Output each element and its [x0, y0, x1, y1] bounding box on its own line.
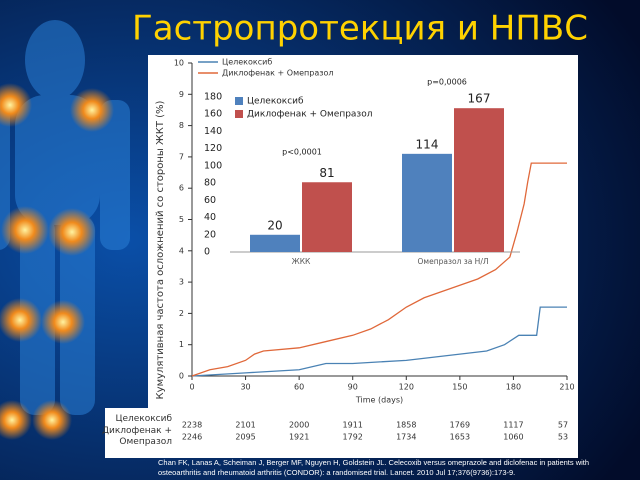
- risk-value: 53: [558, 433, 568, 442]
- series-line: [191, 306, 567, 377]
- risk-value: 2095: [235, 433, 255, 442]
- inset-category-label: Омепразол за Н/Л: [418, 257, 489, 266]
- inset-legend-swatch: [235, 110, 243, 118]
- bar-value-label: 114: [416, 137, 439, 151]
- risk-value: 2000: [289, 421, 309, 430]
- risk-row-label: Диклофенак + Омепразол: [101, 426, 172, 447]
- inset-legend-label: Целекоксиб: [247, 97, 304, 107]
- inset-y-tick-label: 0: [204, 247, 210, 258]
- risk-value: 1858: [396, 421, 416, 430]
- y-tick-label: 2: [179, 309, 184, 318]
- x-tick-label: 180: [506, 383, 521, 392]
- y-tick-label: 3: [179, 278, 184, 287]
- slide-title: Гастропротекция и НПВС: [132, 9, 588, 49]
- risk-row-label: Целекоксиб: [115, 414, 172, 424]
- inset-y-tick-label: 120: [204, 143, 222, 154]
- inset-y-tick-label: 160: [204, 109, 222, 120]
- y-tick-label: 1: [179, 340, 184, 349]
- joint-glows: [0, 83, 114, 440]
- bar-value-label: 167: [468, 92, 491, 106]
- chart-panel: [148, 55, 578, 458]
- inset-y-tick-label: 140: [204, 126, 222, 137]
- risk-value: 1060: [503, 433, 523, 442]
- legend-label: Диклофенак + Омепразол: [222, 69, 334, 78]
- y-tick-label: 0: [179, 372, 184, 381]
- y-axis-label: Кумулятивная частота осложнений со сторо…: [155, 100, 166, 399]
- inset-y-tick-label: 180: [204, 92, 222, 103]
- legend-label: Целекоксиб: [222, 58, 272, 67]
- bar-value-label: 20: [267, 218, 282, 232]
- risk-value: 1734: [396, 433, 416, 442]
- risk-value: 1911: [343, 421, 363, 430]
- risk-value: 57: [558, 421, 568, 430]
- y-tick-label: 4: [179, 246, 184, 255]
- y-tick-label: 5: [179, 215, 184, 224]
- table-panel: [105, 408, 150, 458]
- risk-value: 1117: [503, 421, 523, 430]
- series-line: [191, 162, 567, 377]
- x-axis-label: Time (days): [355, 396, 403, 405]
- y-tick-label: 7: [179, 152, 184, 161]
- x-tick-label: 210: [559, 383, 574, 392]
- inset-category-label: ЖКК: [292, 257, 311, 266]
- citation: Chan FK, Lanas A, Scheiman J, Berger MF,…: [158, 458, 590, 477]
- risk-value: 1921: [289, 433, 309, 442]
- risk-value: 2238: [182, 421, 202, 430]
- x-tick-label: 150: [452, 383, 467, 392]
- x-tick-label: 120: [399, 383, 414, 392]
- bar: [454, 108, 504, 252]
- inset-y-tick-label: 100: [204, 160, 222, 171]
- p-value-annotation: p=0,0006: [427, 78, 467, 87]
- y-tick-label: 9: [179, 90, 184, 99]
- risk-value: 1792: [343, 433, 363, 442]
- risk-value: 2101: [235, 421, 255, 430]
- p-value-annotation: p<0,0001: [282, 148, 322, 157]
- x-tick-label: 90: [348, 383, 358, 392]
- inset-y-tick-label: 20: [204, 229, 216, 240]
- bar: [302, 182, 352, 252]
- x-tick-label: 30: [240, 383, 250, 392]
- bar: [250, 234, 300, 252]
- y-tick-label: 8: [179, 121, 184, 130]
- risk-value: 1769: [450, 421, 470, 430]
- x-tick-label: 0: [189, 383, 194, 392]
- risk-value: 2246: [182, 433, 202, 442]
- risk-value: 1653: [450, 433, 470, 442]
- inset-y-tick-label: 60: [204, 195, 216, 206]
- bar-value-label: 81: [319, 166, 334, 180]
- inset-legend-swatch: [235, 97, 243, 105]
- y-tick-label: 6: [179, 184, 184, 193]
- inset-y-tick-label: 80: [204, 178, 216, 189]
- bar: [402, 153, 452, 252]
- x-tick-label: 60: [294, 383, 304, 392]
- inset-y-tick-label: 40: [204, 212, 216, 223]
- y-tick-label: 10: [174, 59, 184, 68]
- inset-legend-label: Диклофенак + Омепразол: [247, 110, 372, 120]
